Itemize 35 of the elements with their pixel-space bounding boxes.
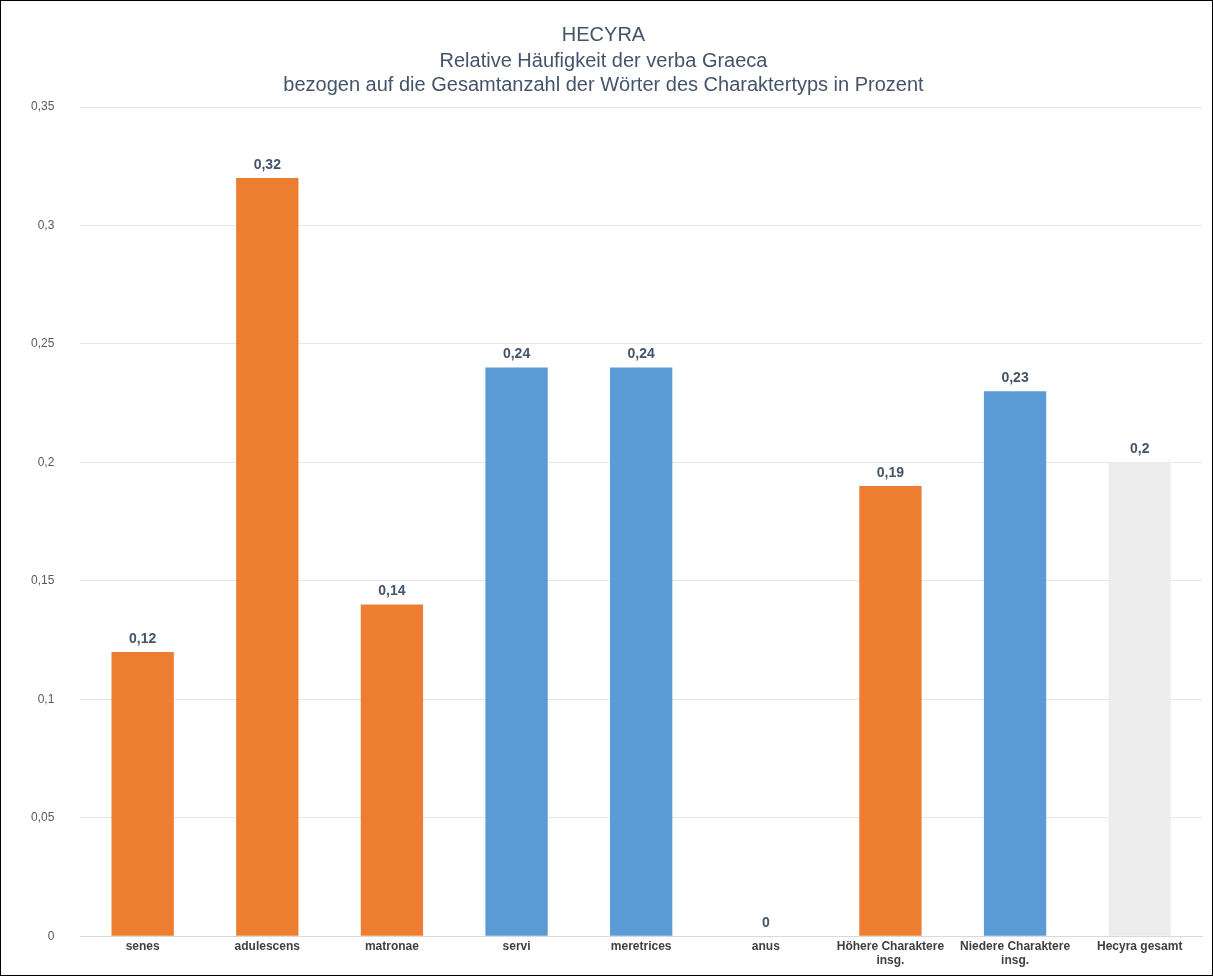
data-label: 0,24 [502, 345, 531, 362]
y-tick-label: 0,3 [37, 217, 55, 232]
x-tick-label: anus [751, 938, 781, 953]
y-tick-label: 0,05 [31, 810, 55, 825]
data-label: 0,32 [253, 155, 282, 172]
y-tick-label: 0,15 [31, 573, 55, 588]
bar [859, 486, 922, 936]
data-label: 0,14 [378, 582, 406, 599]
data-label: 0,2 [1129, 440, 1150, 457]
data-label: 0,19 [876, 463, 905, 480]
y-tick-label: 0,2 [37, 454, 55, 469]
x-tick-label: Höhere Charaktere insg. [836, 938, 945, 968]
y-tick-label: 0 [47, 928, 55, 943]
x-tick-label: senes [125, 938, 160, 953]
x-tick-label: adulescens [234, 938, 301, 953]
bar [485, 367, 548, 936]
bar [983, 391, 1047, 936]
data-label: 0,23 [1001, 369, 1029, 386]
x-tick-label: servi [502, 938, 531, 953]
x-tick-label: matronae [364, 938, 420, 953]
data-label: 0,24 [627, 345, 656, 362]
x-tick-label: meretrices [610, 938, 672, 953]
bar [236, 178, 299, 936]
bar [610, 367, 673, 936]
bar [111, 651, 174, 936]
y-tick-label: 0,35 [31, 99, 55, 114]
x-tick-label: Hecyra gesamt [1096, 938, 1183, 953]
y-tick-label: 0,25 [31, 336, 55, 351]
chart-title: HECYRA [561, 22, 646, 45]
x-tick-label: Niedere Charaktere insg. [960, 938, 1071, 968]
data-label: 0,12 [129, 629, 157, 646]
bar [360, 604, 424, 936]
y-tick-label: 0,1 [37, 691, 55, 706]
chart-subtitle: Relative Häufigkeit der verba Graeca bezogen auf die Gesamtanzahl der Wörter des Charaktertyps in Prozent [283, 48, 925, 95]
data-label: 0 [761, 914, 770, 931]
